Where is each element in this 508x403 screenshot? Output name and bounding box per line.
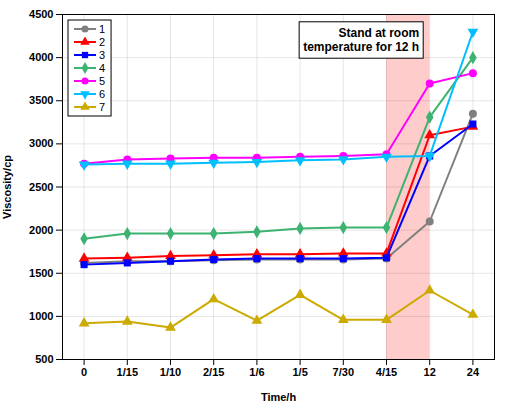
svg-text:Time/h: Time/h xyxy=(261,391,297,403)
svg-text:7/30: 7/30 xyxy=(333,366,354,378)
svg-text:1: 1 xyxy=(99,23,105,35)
svg-text:1500: 1500 xyxy=(29,267,53,279)
svg-text:1/10: 1/10 xyxy=(160,366,181,378)
svg-text:Stand at roomtemperature for 1: Stand at roomtemperature for 12 h xyxy=(303,26,419,54)
svg-text:3500: 3500 xyxy=(29,94,53,106)
svg-text:0: 0 xyxy=(81,366,87,378)
svg-text:7: 7 xyxy=(99,101,105,113)
svg-text:3: 3 xyxy=(99,49,105,61)
svg-text:2/15: 2/15 xyxy=(203,366,224,378)
svg-text:3000: 3000 xyxy=(29,137,53,149)
svg-text:1/15: 1/15 xyxy=(117,366,138,378)
svg-text:Viscosity/cp: Viscosity/cp xyxy=(1,155,13,219)
svg-text:5: 5 xyxy=(99,75,105,87)
svg-text:4000: 4000 xyxy=(29,51,53,63)
svg-text:4/15: 4/15 xyxy=(376,366,397,378)
svg-text:1/6: 1/6 xyxy=(249,366,264,378)
svg-text:4: 4 xyxy=(99,62,105,74)
svg-text:500: 500 xyxy=(35,353,53,365)
svg-text:1/5: 1/5 xyxy=(292,366,307,378)
svg-text:6: 6 xyxy=(99,88,105,100)
svg-text:4500: 4500 xyxy=(29,8,53,20)
svg-text:2000: 2000 xyxy=(29,224,53,236)
svg-text:2: 2 xyxy=(99,36,105,48)
svg-text:1000: 1000 xyxy=(29,310,53,322)
svg-text:2500: 2500 xyxy=(29,181,53,193)
svg-text:12: 12 xyxy=(424,366,436,378)
svg-text:24: 24 xyxy=(467,366,480,378)
